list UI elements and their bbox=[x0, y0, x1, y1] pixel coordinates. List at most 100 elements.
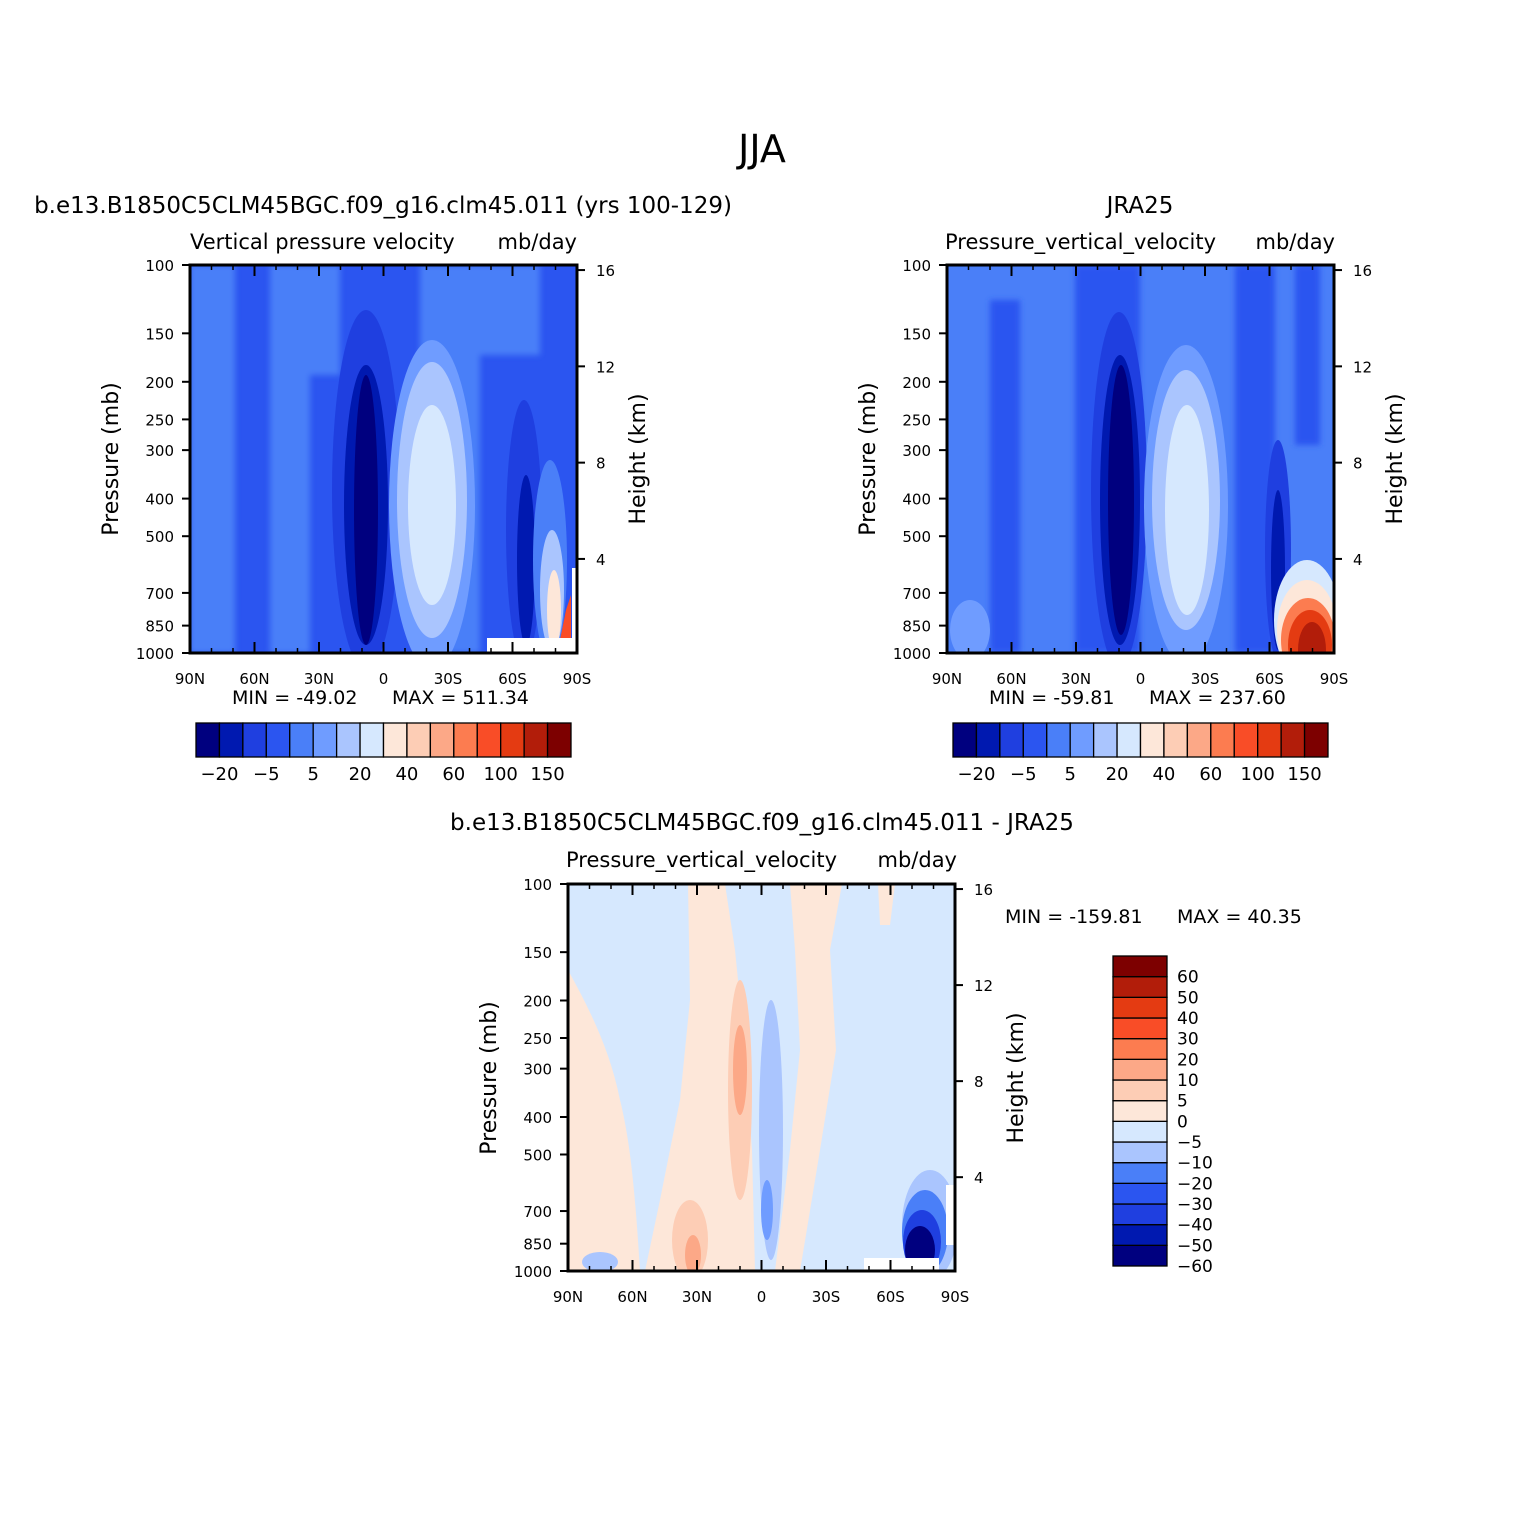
colorbar-swatch bbox=[1303, 722, 1329, 758]
colorbar-label: −5 bbox=[253, 764, 280, 785]
colorbar-swatch bbox=[1112, 1203, 1168, 1226]
colorbar-label: −5 bbox=[1177, 1133, 1202, 1153]
colorbar-label: 60 bbox=[442, 764, 465, 785]
x-tick-label: 60S bbox=[1255, 670, 1284, 688]
x-tick-label: 60S bbox=[498, 670, 527, 688]
y-tick-label: 700 bbox=[902, 585, 931, 603]
colorbar-label: 60 bbox=[1177, 968, 1199, 988]
y-tick-label: 250 bbox=[902, 411, 931, 429]
panel-diff-variable: Pressure_vertical_velocity bbox=[566, 848, 837, 873]
y-tick-label: 150 bbox=[902, 325, 931, 343]
y-tick-label: 200 bbox=[523, 992, 552, 1010]
colorbar-swatch bbox=[1112, 1079, 1168, 1102]
colorbar-swatch bbox=[312, 722, 338, 758]
panel-diff-max: MAX = 40.35 bbox=[1177, 906, 1302, 928]
colorbar-label: 150 bbox=[530, 764, 564, 785]
y-tick-label: 850 bbox=[145, 618, 174, 636]
y-tick-label: 250 bbox=[523, 1030, 552, 1048]
y-tick-label: 700 bbox=[145, 585, 174, 603]
x-tick-label: 90N bbox=[175, 670, 205, 688]
y-tick-label: 500 bbox=[145, 528, 174, 546]
colorbar-swatch bbox=[429, 722, 455, 758]
x-tick-label: 90N bbox=[932, 670, 962, 688]
panel-obs-y2label: Height (km) bbox=[1383, 393, 1408, 524]
panel-diff-y2label: Height (km) bbox=[1004, 1012, 1029, 1143]
colorbar-swatch bbox=[546, 722, 572, 758]
x-tick-label: 30S bbox=[812, 1288, 841, 1306]
panel-model-max: MAX = 511.34 bbox=[392, 687, 529, 709]
x-tick-label: 30S bbox=[434, 670, 463, 688]
colorbar-swatch bbox=[1112, 976, 1168, 998]
x-tick-label: 0 bbox=[379, 670, 389, 688]
colorbar-label: −20 bbox=[1177, 1174, 1213, 1194]
colorbar-label: 20 bbox=[1177, 1050, 1199, 1070]
colorbar-swatch bbox=[359, 722, 385, 758]
y2-tick-label: 4 bbox=[1353, 551, 1363, 569]
panel-model-variable: Vertical pressure velocity bbox=[190, 230, 455, 254]
colorbar-label: −5 bbox=[1010, 764, 1037, 785]
colorbar-swatch bbox=[1112, 1017, 1168, 1040]
y-tick-label: 500 bbox=[523, 1147, 552, 1165]
colorbar-swatch bbox=[1112, 1224, 1168, 1246]
colorbar-swatch bbox=[1116, 722, 1142, 758]
colorbar-swatch bbox=[1112, 1038, 1168, 1060]
y-tick-label: 100 bbox=[523, 876, 552, 894]
colorbar-label: −40 bbox=[1177, 1216, 1213, 1236]
x-tick-label: 60N bbox=[617, 1288, 647, 1306]
colorbar-swatch bbox=[975, 722, 1001, 758]
panel-model: b.e13.B1850C5CLM45BGC.f09_g16.clm45.011 … bbox=[34, 193, 732, 785]
panel-diff: b.e13.B1850C5CLM45BGC.f09_g16.clm45.011 … bbox=[450, 810, 1302, 1306]
colorbar-swatch bbox=[453, 722, 478, 758]
x-tick-label: 30S bbox=[1191, 670, 1220, 688]
y-tick-label: 150 bbox=[145, 325, 174, 343]
x-tick-label: 90S bbox=[1320, 670, 1349, 688]
colorbar-label: −60 bbox=[1177, 1257, 1213, 1277]
colorbar-label: 10 bbox=[1177, 1071, 1199, 1091]
panel-diff-units: mb/day bbox=[878, 848, 958, 872]
colorbar-swatch bbox=[1163, 722, 1189, 758]
colorbar-label: −30 bbox=[1177, 1195, 1213, 1215]
panel-obs-ylabel: Pressure (mb) bbox=[856, 382, 881, 536]
panel-model-min: MIN = -49.02 bbox=[232, 687, 357, 709]
colorbar-label: 40 bbox=[1152, 764, 1175, 785]
panel-obs-max: MAX = 237.60 bbox=[1149, 687, 1286, 709]
panel-obs-variable: Pressure_vertical_velocity bbox=[945, 230, 1216, 255]
y-tick-label: 150 bbox=[523, 944, 552, 962]
y2-tick-label: 8 bbox=[974, 1073, 984, 1091]
colorbar-swatch bbox=[1069, 722, 1095, 758]
colorbar-swatch bbox=[1210, 722, 1235, 758]
y-tick-label: 250 bbox=[145, 411, 174, 429]
panel-diff-min: MIN = -159.81 bbox=[1005, 906, 1143, 928]
colorbar-swatch bbox=[242, 722, 267, 758]
x-tick-label: 30N bbox=[304, 670, 334, 688]
y-tick-label: 1000 bbox=[893, 645, 931, 663]
colorbar-swatch bbox=[523, 722, 549, 758]
colorbar-label: 50 bbox=[1177, 988, 1199, 1008]
y-tick-label: 300 bbox=[145, 442, 174, 460]
x-tick-label: 60S bbox=[876, 1288, 905, 1306]
colorbar-label: 40 bbox=[395, 764, 418, 785]
x-tick-label: 0 bbox=[757, 1288, 767, 1306]
x-tick-label: 90S bbox=[941, 1288, 970, 1306]
colorbar-swatch bbox=[1022, 722, 1048, 758]
colorbar-label: −50 bbox=[1177, 1236, 1213, 1256]
colorbar-swatch bbox=[289, 722, 314, 758]
panel-obs-title: JRA25 bbox=[1105, 193, 1174, 219]
colorbar-label: 20 bbox=[1106, 764, 1129, 785]
colorbar-swatch bbox=[265, 722, 291, 758]
colorbar-label: −10 bbox=[1177, 1154, 1213, 1174]
y-tick-label: 1000 bbox=[514, 1263, 552, 1281]
colorbar-label: 40 bbox=[1177, 1009, 1199, 1029]
colorbar-swatch bbox=[1112, 1141, 1168, 1164]
colorbar-label: −20 bbox=[957, 764, 995, 785]
colorbar-swatch bbox=[1112, 1058, 1168, 1081]
y2-tick-label: 12 bbox=[974, 977, 993, 995]
panel-diff-title: b.e13.B1850C5CLM45BGC.f09_g16.clm45.011 … bbox=[450, 810, 1074, 836]
panel-obs-field bbox=[947, 265, 1334, 653]
panel-model-ylabel: Pressure (mb) bbox=[99, 382, 124, 536]
x-tick-label: 30N bbox=[682, 1288, 712, 1306]
colorbar-swatch bbox=[382, 722, 408, 758]
y2-tick-label: 16 bbox=[1353, 262, 1372, 280]
y-tick-label: 100 bbox=[145, 257, 174, 275]
y2-tick-label: 12 bbox=[1353, 358, 1372, 376]
